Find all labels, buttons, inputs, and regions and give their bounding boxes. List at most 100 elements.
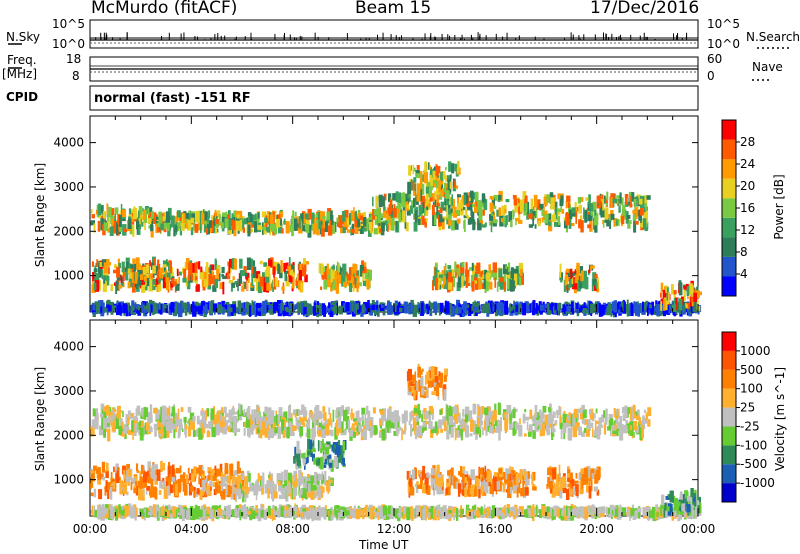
data-cell bbox=[621, 507, 626, 516]
velocity-band-3 bbox=[293, 438, 347, 472]
data-cell bbox=[501, 205, 506, 216]
data-cell bbox=[325, 481, 330, 492]
data-cell bbox=[571, 508, 575, 515]
data-cell bbox=[409, 205, 414, 214]
data-cell bbox=[267, 505, 271, 516]
data-cell bbox=[526, 211, 530, 220]
data-cell bbox=[95, 469, 100, 474]
data-cell bbox=[586, 218, 589, 222]
data-cell bbox=[420, 476, 423, 490]
data-cell bbox=[403, 301, 408, 314]
data-cell bbox=[128, 218, 132, 229]
data-cell bbox=[418, 304, 421, 310]
data-cell bbox=[430, 468, 435, 476]
data-cell bbox=[288, 483, 291, 494]
data-cell bbox=[387, 220, 389, 232]
data-cell bbox=[133, 487, 137, 494]
data-cell bbox=[564, 509, 567, 521]
data-cell bbox=[426, 206, 429, 211]
data-cell bbox=[303, 306, 307, 315]
data-cell bbox=[93, 465, 98, 471]
data-cell bbox=[355, 270, 357, 279]
data-cell bbox=[95, 272, 99, 281]
data-cell bbox=[272, 504, 275, 516]
data-cell bbox=[492, 262, 497, 273]
data-cell bbox=[518, 277, 522, 286]
data-cell bbox=[207, 467, 212, 473]
data-cell bbox=[346, 229, 351, 233]
data-cell bbox=[407, 181, 412, 195]
data-cell bbox=[98, 489, 103, 500]
data-cell bbox=[394, 303, 397, 312]
data-cell bbox=[456, 508, 459, 521]
data-cell bbox=[382, 206, 387, 218]
data-cell bbox=[331, 266, 335, 269]
data-cell bbox=[425, 209, 429, 216]
data-cell bbox=[471, 281, 475, 292]
data-cell bbox=[175, 283, 180, 291]
data-cell bbox=[410, 299, 414, 312]
data-cell bbox=[167, 220, 170, 231]
data-cell bbox=[185, 213, 189, 219]
data-cell bbox=[148, 473, 151, 484]
data-cell bbox=[94, 510, 97, 518]
noise-tick-left-top: 10^5 bbox=[52, 17, 85, 31]
data-cell bbox=[302, 225, 306, 232]
data-cell bbox=[110, 487, 113, 500]
data-cell bbox=[675, 499, 679, 509]
data-cell bbox=[513, 198, 518, 206]
data-cell bbox=[580, 488, 583, 494]
data-cell bbox=[290, 487, 295, 500]
data-cell bbox=[572, 211, 577, 217]
data-cell bbox=[206, 302, 211, 310]
data-cell bbox=[456, 299, 460, 313]
data-cell bbox=[587, 201, 590, 212]
data-cell bbox=[597, 195, 601, 204]
data-cell bbox=[375, 305, 378, 310]
data-cell bbox=[473, 271, 478, 284]
data-cell bbox=[509, 466, 511, 478]
data-cell bbox=[230, 494, 233, 500]
data-cell bbox=[590, 507, 594, 515]
data-cell bbox=[362, 303, 365, 314]
data-cell bbox=[207, 284, 211, 290]
data-cell bbox=[148, 511, 153, 515]
data-cell bbox=[457, 510, 462, 514]
data-cell bbox=[424, 218, 427, 228]
data-cell bbox=[139, 471, 142, 481]
data-cell bbox=[584, 210, 587, 223]
data-cell bbox=[329, 458, 333, 463]
data-cell bbox=[317, 210, 323, 220]
data-cell bbox=[551, 489, 556, 498]
data-cell bbox=[285, 276, 290, 287]
data-cell bbox=[372, 196, 374, 207]
data-cell bbox=[127, 268, 131, 274]
data-cell bbox=[443, 182, 447, 193]
data-cell bbox=[334, 448, 338, 455]
data-cell bbox=[447, 265, 452, 270]
data-cell bbox=[690, 300, 695, 313]
data-cell bbox=[463, 476, 466, 484]
data-cell bbox=[502, 482, 506, 493]
data-cell bbox=[301, 216, 304, 230]
data-cell bbox=[369, 305, 374, 316]
data-cell bbox=[144, 206, 149, 214]
data-cell bbox=[231, 304, 236, 313]
data-cell bbox=[236, 477, 240, 490]
data-cell bbox=[434, 191, 436, 198]
data-cell bbox=[190, 227, 194, 236]
data-cell bbox=[114, 264, 117, 269]
data-cell bbox=[306, 492, 311, 498]
data-cell bbox=[165, 216, 171, 223]
data-cell bbox=[470, 469, 475, 481]
data-cell bbox=[311, 223, 314, 231]
data-cell bbox=[108, 215, 110, 228]
data-cell bbox=[178, 480, 181, 491]
data-cell bbox=[402, 199, 406, 208]
data-cell bbox=[186, 280, 191, 290]
data-cell bbox=[411, 200, 414, 207]
data-cell bbox=[458, 266, 461, 278]
data-cell bbox=[121, 261, 125, 273]
data-cell bbox=[448, 282, 453, 290]
data-cell bbox=[278, 495, 284, 500]
